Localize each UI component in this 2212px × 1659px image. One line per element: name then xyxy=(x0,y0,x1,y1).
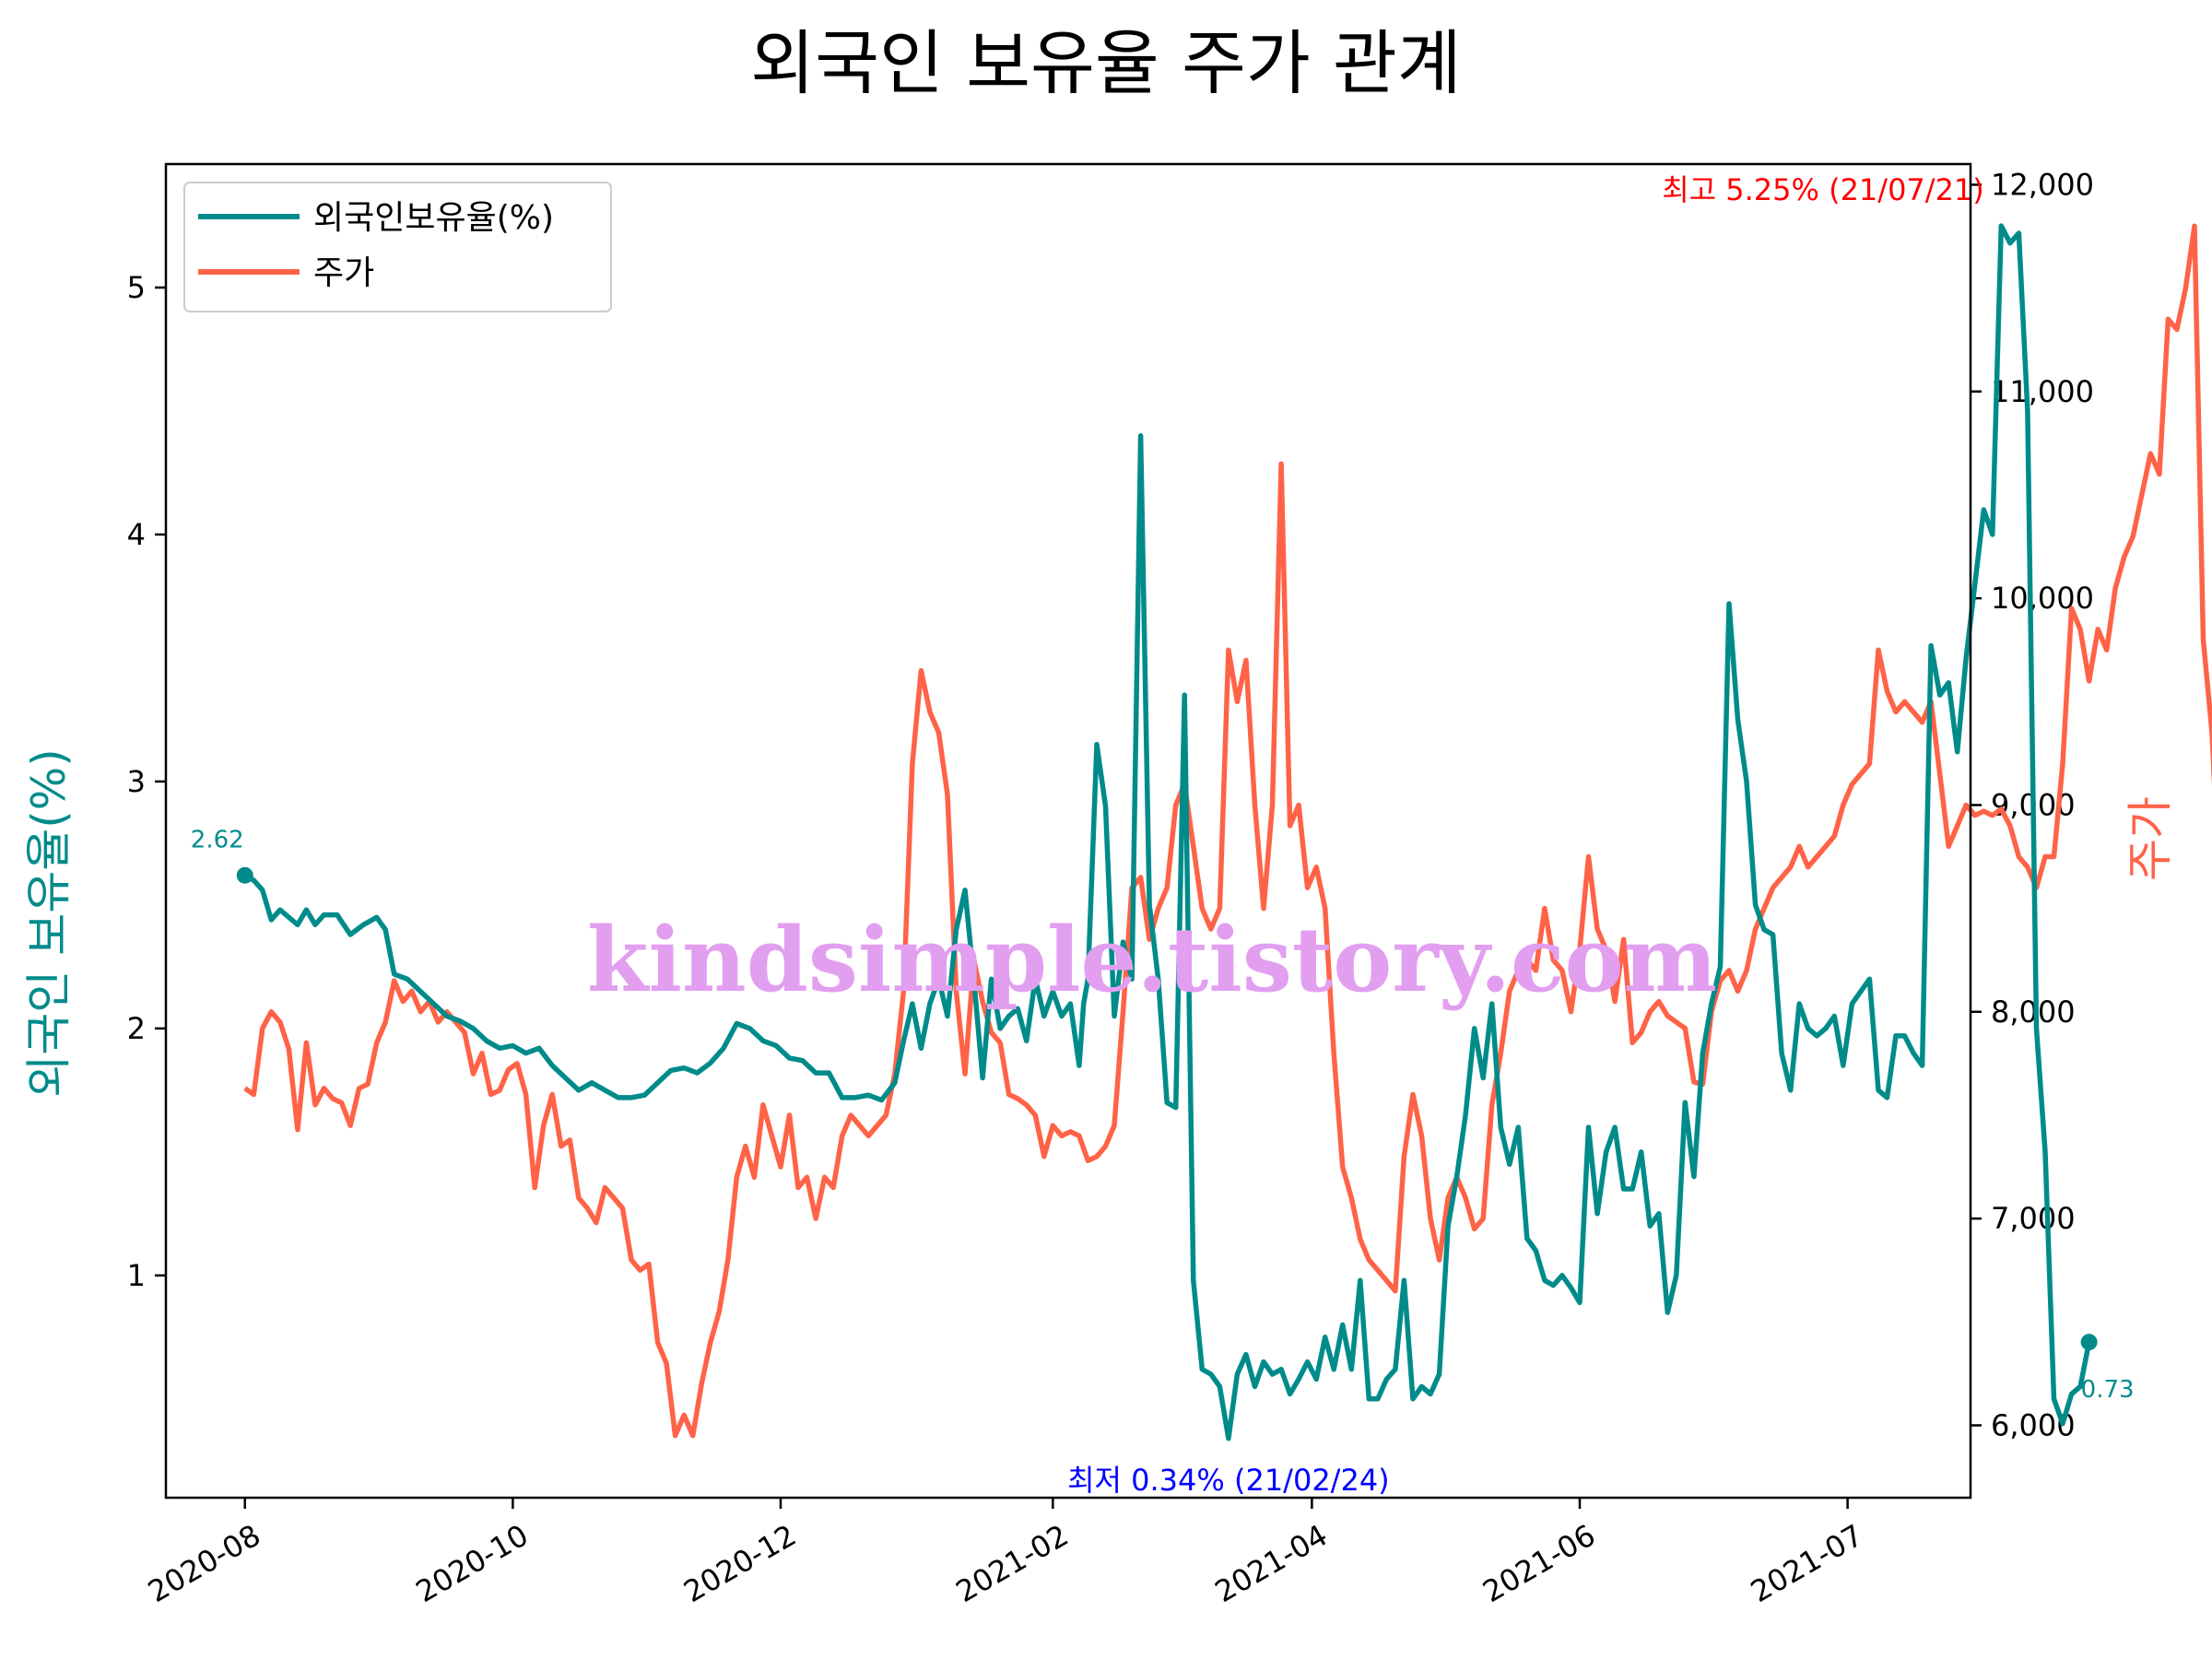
start-value-label: 2.62 xyxy=(191,827,244,854)
y-right-axis-label: 주가 xyxy=(2124,796,2177,881)
y-left-tick-label: 3 xyxy=(127,764,146,799)
annotations: 2.62 0.73 최고 5.25% (21/07/21) 최저 0.34% (21/… xyxy=(191,172,2135,1498)
min-annotation: 최저 0.34% (21/02/24) xyxy=(1067,1463,1390,1498)
y-left-axis-label: 외국인 보유율(%) xyxy=(22,748,76,1097)
chart-title: 외국인 보유율 주가 관계 xyxy=(750,22,1462,104)
holding-line xyxy=(243,223,2092,1441)
y-left-tick-label: 5 xyxy=(127,270,146,305)
y-right-tick-label: 7,000 xyxy=(1991,1201,2076,1236)
y-right-tick-label: 8,000 xyxy=(1991,994,2076,1030)
y-left-axis-ticks: 1 2 3 4 5 xyxy=(127,270,166,1293)
watermark: kindsimple.tistory.com xyxy=(587,908,1717,1012)
y-left-tick-label: 1 xyxy=(127,1258,146,1293)
max-annotation: 최고 5.25% (21/07/21) xyxy=(1662,172,1984,207)
legend: 외국인보유율(%) 주가 xyxy=(183,182,612,312)
end-value-label: 0.73 xyxy=(2081,1376,2135,1404)
y-right-tick-label: 11,000 xyxy=(1991,374,2094,409)
legend-holding-label: 외국인보유율(%) xyxy=(313,199,554,237)
y-left-tick-label: 2 xyxy=(127,1011,146,1046)
plot-frame xyxy=(164,162,1972,1500)
y-right-tick-label: 10,000 xyxy=(1991,581,2094,616)
end-point-marker xyxy=(2080,1334,2098,1351)
legend-price-label: 주가 xyxy=(313,254,374,292)
y-right-tick-label: 12,000 xyxy=(1991,167,2094,202)
y-left-tick-label: 4 xyxy=(127,517,146,552)
start-point-marker xyxy=(236,866,253,884)
plot-lines xyxy=(243,223,2212,1441)
